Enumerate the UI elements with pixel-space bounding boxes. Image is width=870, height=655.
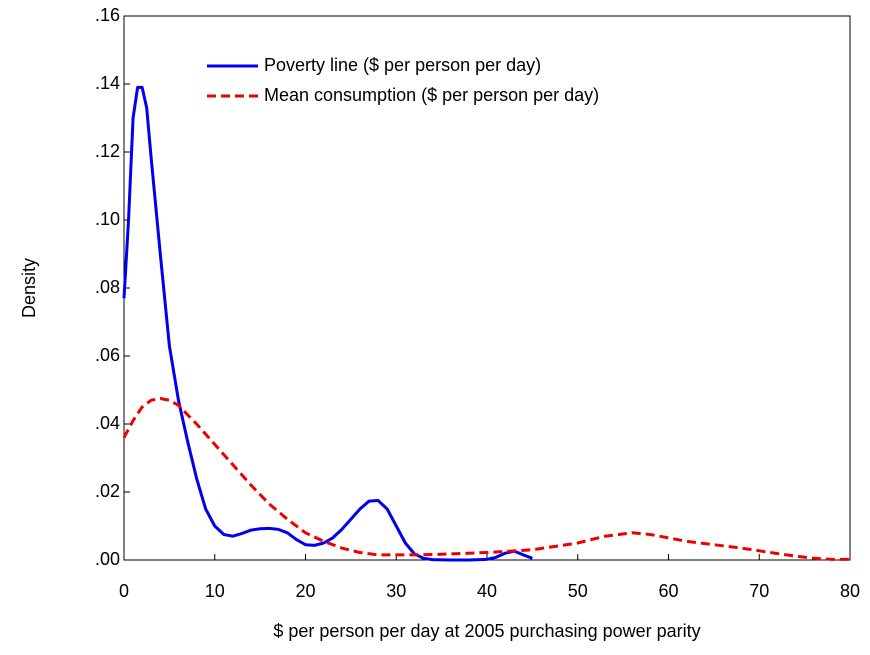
series-line (122, 85, 533, 562)
y-tick-label: .14 (95, 73, 120, 93)
y-tick-label: .06 (95, 345, 120, 365)
legend-label: Poverty line ($ per person per day) (264, 55, 541, 75)
y-tick-label: .04 (95, 413, 120, 433)
y-tick-label: .16 (95, 5, 120, 25)
y-axis-label: Density (19, 258, 39, 318)
y-tick-label: .00 (95, 549, 120, 569)
x-axis-label: $ per person per day at 2005 purchasing … (273, 621, 700, 641)
x-tick-label: 0 (119, 581, 129, 601)
y-tick-label: .08 (95, 277, 120, 297)
y-tick-label: .02 (95, 481, 120, 501)
x-tick-label: 40 (477, 581, 497, 601)
x-tick-label: 80 (840, 581, 860, 601)
y-tick-label: .12 (95, 141, 120, 161)
series-line (122, 397, 850, 561)
x-tick-label: 20 (295, 581, 315, 601)
x-tick-label: 10 (205, 581, 225, 601)
x-tick-label: 70 (749, 581, 769, 601)
legend-label: Mean consumption ($ per person per day) (264, 85, 599, 105)
x-tick-label: 60 (658, 581, 678, 601)
x-tick-label: 30 (386, 581, 406, 601)
x-tick-label: 50 (568, 581, 588, 601)
y-tick-label: .10 (95, 209, 120, 229)
